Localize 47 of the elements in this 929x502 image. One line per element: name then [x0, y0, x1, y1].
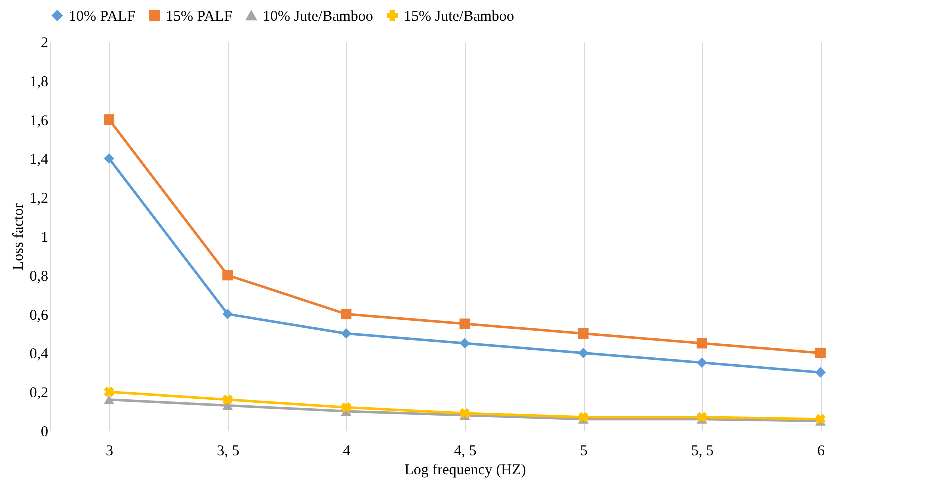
point: [104, 386, 114, 398]
point: [341, 309, 352, 320]
y-tick-label: 0: [41, 424, 48, 440]
y-tick-label: 1,4: [30, 152, 49, 168]
x-tick-label: 3, 5: [217, 444, 240, 460]
point: [460, 338, 470, 349]
legend-label: 15% PALF: [166, 8, 233, 25]
point: [104, 153, 115, 164]
point: [696, 358, 708, 368]
y-tick-label: 0,8: [30, 268, 48, 285]
point: [696, 338, 708, 349]
point: [578, 412, 589, 423]
legend-label: 15% Jute/Bamboo: [404, 8, 514, 25]
y-tick-label: 1: [41, 230, 48, 246]
point: [578, 348, 589, 358]
point: [460, 408, 470, 419]
point: [222, 309, 234, 320]
point: [341, 402, 352, 413]
legend-label: 10% PALF: [69, 8, 136, 25]
point: [341, 328, 352, 339]
y-tick-label: 1,8: [30, 74, 48, 90]
y-axis-title: Loss factor: [10, 203, 27, 271]
point: [222, 270, 234, 281]
y-tick-label: 2: [41, 36, 48, 52]
x-axis-title: Log frequency (HZ): [404, 462, 526, 478]
y-tick-label: 1,6: [30, 113, 49, 130]
point: [222, 401, 234, 410]
point: [104, 114, 115, 126]
y-tick-label: 0,2: [30, 386, 48, 402]
point: [816, 414, 826, 425]
y-tick-label: 0,4: [30, 346, 49, 363]
x-tick-label: 3: [106, 444, 114, 460]
x-tick-label: 6: [817, 444, 826, 460]
legend-label: 10% Jute/Bamboo: [263, 8, 374, 25]
point: [815, 348, 826, 358]
x-tick-label: 5: [580, 444, 588, 460]
point: [815, 367, 826, 378]
y-tick-label: 0,6: [30, 308, 49, 324]
x-tick-label: 5, 5: [691, 444, 714, 460]
point: [696, 412, 708, 423]
point: [578, 328, 589, 339]
point: [222, 394, 234, 406]
x-tick-label: 4: [343, 444, 352, 460]
point: [460, 318, 470, 330]
y-tick-label: 1,2: [30, 191, 48, 208]
point: [104, 395, 115, 404]
x-tick-label: 4, 5: [454, 444, 477, 460]
